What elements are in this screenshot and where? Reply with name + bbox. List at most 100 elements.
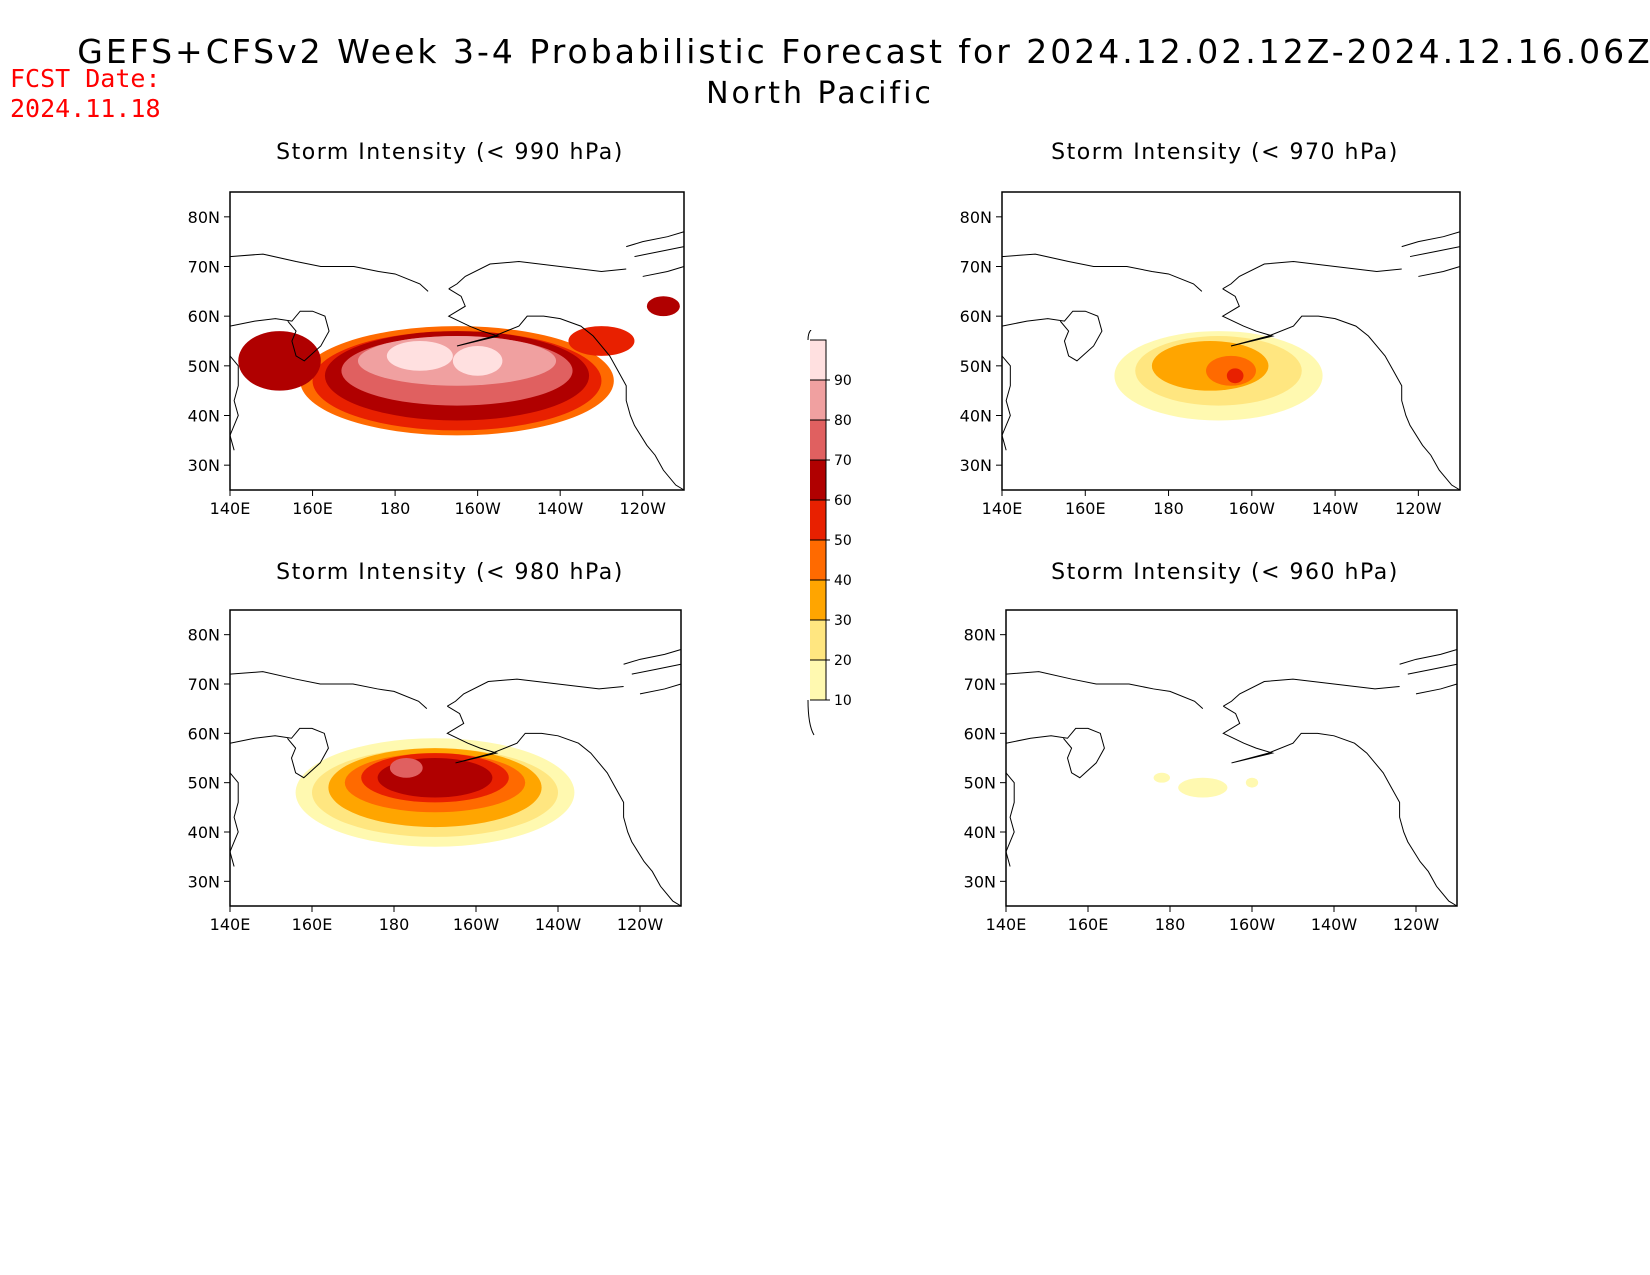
prob-contour [1226, 368, 1244, 384]
coastline [1222, 261, 1402, 290]
colorbar-legend: 10 20 30 40 50 60 70 80 90 [807, 330, 852, 736]
lon-label: 160W [453, 915, 500, 934]
coastline [447, 288, 685, 491]
lat-label: 40N [188, 823, 220, 842]
coastline [229, 310, 330, 362]
lon-label: 140W [1312, 499, 1359, 518]
colorbar-label: 40 [834, 573, 852, 589]
coastline [447, 678, 624, 707]
colorbar-swatch [810, 500, 826, 540]
lon-label: 120W [1395, 499, 1442, 518]
lon-label: 180 [1153, 499, 1184, 518]
lat-label: 30N [188, 872, 220, 891]
lon-label: 160W [1229, 499, 1276, 518]
lat-label: 80N [964, 626, 996, 645]
colorbar-swatch [810, 660, 826, 700]
lat-label: 40N [964, 823, 996, 842]
lat-label: 30N [188, 456, 220, 475]
coastline [1005, 671, 1204, 710]
lat-label: 80N [960, 208, 992, 227]
lat-label: 40N [960, 407, 992, 426]
coastline [229, 253, 429, 292]
colorbar-label: 60 [834, 493, 852, 509]
map-frame [229, 609, 682, 907]
coastline [631, 663, 682, 675]
colorbar-label: 70 [834, 453, 852, 469]
region-subtitle: North Pacific [706, 76, 934, 111]
lon-label: 140E [210, 915, 251, 934]
lat-label: 70N [188, 258, 220, 277]
lat-label: 30N [964, 872, 996, 891]
colorbar-swatch [810, 580, 826, 620]
probability-field [1153, 772, 1259, 798]
lon-label: 120W [620, 499, 667, 518]
probability-field [295, 738, 575, 847]
colorbar-swatch [810, 420, 826, 460]
panel-title: Storm Intensity (< 980 hPa) [276, 560, 624, 585]
colorbar-label: 20 [834, 653, 852, 669]
lon-label: 120W [617, 915, 664, 934]
colorbar-label: 30 [834, 613, 852, 629]
lat-label: 60N [188, 724, 220, 743]
lat-label: 60N [188, 307, 220, 326]
main-title: GEFS+CFSv2 Week 3-4 Probabilistic Foreca… [77, 32, 1650, 71]
prob-contour [452, 345, 503, 376]
panel-title: Storm Intensity (< 960 hPa) [1051, 560, 1399, 585]
coastline [446, 705, 682, 907]
coastline [1222, 705, 1458, 907]
colorbar-label: 10 [834, 693, 852, 709]
lon-label: 140E [982, 499, 1023, 518]
lon-label: 160E [1068, 915, 1109, 934]
panel-title: Storm Intensity (< 970 hPa) [1051, 140, 1399, 165]
lon-label: 180 [380, 499, 411, 518]
colorbar-swatch [810, 460, 826, 500]
prob-contour [386, 341, 453, 371]
coastline [1005, 727, 1105, 779]
fcst-date-value: 2024.11.18 [10, 94, 161, 123]
lon-label: 180 [1155, 915, 1186, 934]
lon-label: 140W [1311, 915, 1358, 934]
lon-label: 120W [1393, 915, 1440, 934]
coastline [1005, 772, 1015, 867]
coastline [642, 266, 685, 277]
lat-label: 80N [188, 626, 220, 645]
coastline [1223, 678, 1400, 707]
lon-label: 160W [1229, 915, 1276, 934]
lat-label: 50N [964, 774, 996, 793]
colorbar-arrow-bottom [807, 699, 815, 736]
lon-label: 160E [1065, 499, 1106, 518]
prob-contour [568, 326, 635, 356]
lat-label: 80N [188, 208, 220, 227]
coastline [1401, 231, 1461, 248]
map-frame [1005, 609, 1458, 907]
panel-title: Storm Intensity (< 990 hPa) [276, 140, 624, 165]
colorbar-swatch [810, 340, 826, 380]
coastline [1001, 253, 1203, 292]
coastline [626, 231, 685, 248]
prob-contour [646, 296, 680, 317]
lat-label: 50N [188, 357, 220, 376]
lat-label: 70N [960, 258, 992, 277]
coastline [1221, 288, 1461, 491]
lon-label: 160W [454, 499, 501, 518]
lon-label: 140E [210, 499, 251, 518]
prob-contour [1178, 777, 1228, 798]
probability-field [1114, 331, 1323, 421]
coastline [1407, 663, 1458, 675]
lon-label: 140W [535, 915, 582, 934]
colorbar-swatch [810, 540, 826, 580]
lat-label: 50N [960, 357, 992, 376]
lat-label: 30N [960, 456, 992, 475]
coastline [1409, 246, 1461, 258]
colorbar-label: 80 [834, 413, 852, 429]
lat-label: 60N [960, 307, 992, 326]
lat-label: 50N [188, 774, 220, 793]
colorbar-outline [810, 339, 827, 701]
colorbar-swatch [810, 380, 826, 420]
coastline [1418, 266, 1461, 277]
coastline [1001, 310, 1103, 362]
